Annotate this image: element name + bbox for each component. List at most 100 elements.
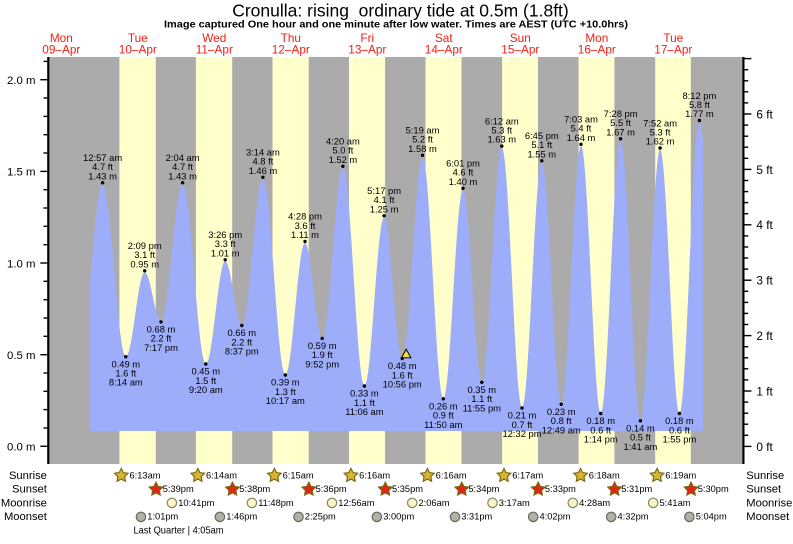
svg-text:5 ft: 5 ft (756, 163, 773, 177)
svg-text:1.5 ft: 1.5 ft (195, 375, 216, 386)
svg-text:Moonset: Moonset (746, 511, 790, 523)
svg-text:2.2 ft: 2.2 ft (231, 336, 252, 347)
svg-text:1.43 m: 1.43 m (88, 170, 117, 181)
svg-text:1 ft: 1 ft (756, 384, 773, 398)
svg-text:6:16am: 6:16am (359, 470, 390, 480)
svg-text:12:32 pm: 12:32 pm (502, 428, 541, 439)
svg-text:13–Apr: 13–Apr (348, 43, 386, 57)
svg-text:4:20 am: 4:20 am (326, 136, 360, 147)
svg-text:Thu: Thu (281, 31, 301, 45)
svg-text:1.64 m: 1.64 m (567, 132, 596, 143)
svg-text:0.8 ft: 0.8 ft (551, 415, 572, 426)
svg-text:5:35pm: 5:35pm (392, 484, 423, 494)
svg-text:10:17 am: 10:17 am (266, 395, 305, 406)
svg-text:5:34pm: 5:34pm (468, 484, 499, 494)
svg-text:3 ft: 3 ft (756, 274, 773, 288)
svg-text:0.35 m: 0.35 m (467, 384, 496, 395)
svg-text:1.62 m: 1.62 m (646, 136, 675, 147)
svg-text:1.9 ft: 1.9 ft (312, 349, 333, 360)
svg-text:0.48 m: 0.48 m (388, 360, 417, 371)
svg-text:6:12 am: 6:12 am (485, 115, 519, 126)
svg-text:3.6 ft: 3.6 ft (295, 220, 316, 231)
svg-text:1.25 m: 1.25 m (370, 203, 399, 214)
svg-text:Tue: Tue (663, 31, 683, 45)
svg-text:11:06 am: 11:06 am (345, 406, 384, 417)
svg-text:5.4 ft: 5.4 ft (571, 123, 592, 134)
svg-text:12:57 am: 12:57 am (83, 152, 122, 163)
svg-text:1.01 m: 1.01 m (211, 247, 240, 258)
svg-text:1.55 m: 1.55 m (527, 148, 556, 159)
svg-text:4.7 ft: 4.7 ft (172, 161, 193, 172)
svg-text:14–Apr: 14–Apr (425, 43, 463, 57)
svg-text:5.0 ft: 5.0 ft (332, 145, 353, 156)
svg-text:0.33 m: 0.33 m (350, 388, 379, 399)
svg-text:0.6 ft: 0.6 ft (669, 424, 690, 435)
svg-text:5:19 am: 5:19 am (406, 125, 440, 136)
svg-text:8:12 pm: 8:12 pm (682, 90, 716, 101)
svg-text:5:31pm: 5:31pm (621, 484, 652, 494)
svg-text:1.6 ft: 1.6 ft (392, 369, 413, 380)
svg-text:5:33pm: 5:33pm (545, 484, 576, 494)
svg-text:9:20 am: 9:20 am (189, 384, 223, 395)
svg-text:1:14 pm: 1:14 pm (584, 434, 618, 445)
svg-text:15–Apr: 15–Apr (501, 43, 539, 57)
svg-text:0.7 ft: 0.7 ft (512, 419, 533, 430)
svg-text:8:14 am: 8:14 am (109, 377, 143, 388)
svg-text:3:17am: 3:17am (499, 498, 530, 508)
svg-text:3.3 ft: 3.3 ft (215, 238, 236, 249)
svg-text:Sunset: Sunset (12, 484, 48, 496)
svg-text:4.1 ft: 4.1 ft (374, 194, 395, 205)
svg-text:6:16am: 6:16am (436, 470, 467, 480)
svg-text:6:01 pm: 6:01 pm (446, 158, 480, 169)
svg-text:Last Quarter | 4:05am: Last Quarter | 4:05am (134, 526, 224, 537)
svg-text:Sat: Sat (435, 31, 453, 45)
svg-text:Sunrise: Sunrise (746, 470, 784, 482)
svg-text:0.59 m: 0.59 m (308, 340, 337, 351)
svg-text:3.1 ft: 3.1 ft (134, 249, 155, 260)
svg-text:1.63 m: 1.63 m (487, 134, 516, 145)
svg-text:Sunrise: Sunrise (9, 470, 47, 482)
svg-text:1:01pm: 1:01pm (147, 512, 178, 522)
svg-text:0.45 m: 0.45 m (191, 366, 220, 377)
svg-text:7:03 am: 7:03 am (564, 114, 598, 125)
svg-text:6:45 pm: 6:45 pm (525, 130, 559, 141)
svg-text:Sunset: Sunset (746, 484, 782, 496)
svg-text:5.8 ft: 5.8 ft (689, 99, 710, 110)
svg-text:2:06am: 2:06am (419, 498, 450, 508)
svg-text:2 ft: 2 ft (756, 329, 773, 343)
svg-text:Tue: Tue (128, 31, 148, 45)
svg-text:3:31pm: 3:31pm (461, 512, 492, 522)
svg-text:0.6 ft: 0.6 ft (590, 424, 611, 435)
svg-text:3:26 pm: 3:26 pm (208, 229, 242, 240)
svg-text:0.18 m: 0.18 m (586, 415, 615, 426)
svg-text:1.58 m: 1.58 m (408, 143, 437, 154)
svg-text:1.77 m: 1.77 m (685, 108, 714, 119)
svg-text:10:41pm: 10:41pm (178, 498, 214, 508)
svg-text:1.11 m: 1.11 m (291, 229, 319, 240)
svg-text:9:52 pm: 9:52 pm (305, 358, 339, 369)
svg-text:16–Apr: 16–Apr (578, 43, 616, 57)
svg-text:1.40 m: 1.40 m (449, 176, 478, 187)
svg-text:0.5 m: 0.5 m (7, 350, 36, 362)
svg-text:12:49 am: 12:49 am (542, 424, 581, 435)
svg-text:1:55 pm: 1:55 pm (662, 434, 696, 445)
svg-text:6 ft: 6 ft (756, 107, 773, 121)
svg-text:0.23 m: 0.23 m (547, 406, 576, 417)
svg-text:5.3 ft: 5.3 ft (491, 125, 512, 136)
svg-text:0.49 m: 0.49 m (111, 358, 140, 369)
svg-text:0.26 m: 0.26 m (429, 400, 458, 411)
svg-text:1.5 m: 1.5 m (7, 167, 36, 179)
svg-text:5.5 ft: 5.5 ft (610, 117, 631, 128)
svg-text:Mon: Mon (585, 31, 608, 45)
svg-text:1.6 ft: 1.6 ft (115, 368, 136, 379)
svg-text:3:00pm: 3:00pm (383, 512, 414, 522)
svg-text:Moonrise: Moonrise (746, 497, 792, 509)
svg-text:Fri: Fri (360, 31, 374, 45)
svg-text:Moonrise: Moonrise (1, 497, 47, 509)
svg-text:1.52 m: 1.52 m (329, 154, 358, 165)
svg-text:0.66 m: 0.66 m (227, 327, 256, 338)
svg-text:4:02pm: 4:02pm (540, 512, 571, 522)
svg-text:Mon: Mon (50, 31, 73, 45)
svg-text:5:36pm: 5:36pm (316, 484, 347, 494)
svg-text:09–Apr: 09–Apr (42, 43, 80, 57)
